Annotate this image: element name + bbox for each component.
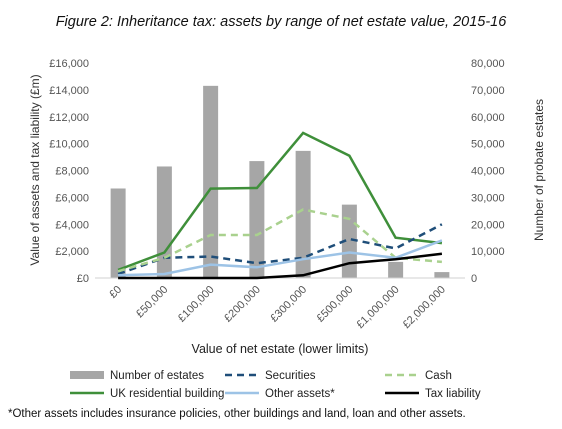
y2-tick-label: 80,000 <box>471 58 505 70</box>
series-line-1 <box>117 131 443 272</box>
series-line-2 <box>117 223 443 276</box>
y-tick-label: £6,000 <box>55 192 89 204</box>
y2-tick-label: 40,000 <box>471 166 505 178</box>
y2-tick-label: 60,000 <box>471 112 505 124</box>
legend-label: UK residential building <box>110 388 224 400</box>
legend-label: Tax liability <box>425 388 481 400</box>
y-tick-label: £12,000 <box>49 112 89 124</box>
chart-title: Figure 2: Inheritance tax: assets by ran… <box>55 14 507 30</box>
y-tick-label: £4,000 <box>55 219 89 231</box>
y-tick-label: £14,000 <box>49 85 89 97</box>
chart-area: Value of assets and tax liability (£m) N… <box>28 58 546 400</box>
x-tick-label: £1,000,000 <box>354 284 401 331</box>
series-line-5 <box>118 252 443 280</box>
bar-3 <box>203 85 219 278</box>
x-tick-label: £100,000 <box>176 284 217 325</box>
x-tick-label: £500,000 <box>315 284 356 325</box>
x-tick-label: £200,000 <box>222 284 263 325</box>
legend-label: Other assets* <box>265 388 335 400</box>
y2-tick-label: 70,000 <box>471 85 505 97</box>
footnote: *Other assets includes insurance policie… <box>8 408 466 420</box>
y-tick-label: £2,000 <box>55 246 89 258</box>
series-line-3 <box>117 208 443 273</box>
y2-tick-label: 20,000 <box>471 219 505 231</box>
bar-1 <box>110 188 126 278</box>
bar-7 <box>388 261 404 278</box>
series-line-4 <box>118 239 443 277</box>
y2-tick-label: 0 <box>471 273 477 285</box>
y2-tick-label: 50,000 <box>471 139 505 151</box>
legend-label: Cash <box>425 370 452 382</box>
y2-tick-label: 10,000 <box>471 246 505 258</box>
legend-label: Securities <box>265 370 316 382</box>
bar-4 <box>249 161 265 278</box>
legend-label: Number of estates <box>110 370 204 382</box>
y2-tick-label: 30,000 <box>471 192 505 204</box>
x-tick-label: £300,000 <box>268 284 309 325</box>
bar-6 <box>341 204 357 278</box>
legend-swatch <box>70 371 104 379</box>
x-tick-label: £50,000 <box>134 284 171 321</box>
bar-2 <box>156 166 172 278</box>
y-tick-label: £8,000 <box>55 166 89 178</box>
y-axis-label: Value of assets and tax liability (£m) <box>28 74 42 265</box>
bar-8 <box>434 272 450 278</box>
y-tick-label: £0 <box>77 273 89 285</box>
y2-axis-label: Number of probate estates <box>532 99 546 241</box>
y-tick-label: £16,000 <box>49 58 89 70</box>
y-tick-label: £10,000 <box>49 139 89 151</box>
x-axis-label: Value of net estate (lower limits) <box>192 342 369 356</box>
bar-5 <box>295 150 311 278</box>
x-tick-label: £0 <box>107 284 124 301</box>
x-tick-label: £2,000,000 <box>401 284 448 331</box>
